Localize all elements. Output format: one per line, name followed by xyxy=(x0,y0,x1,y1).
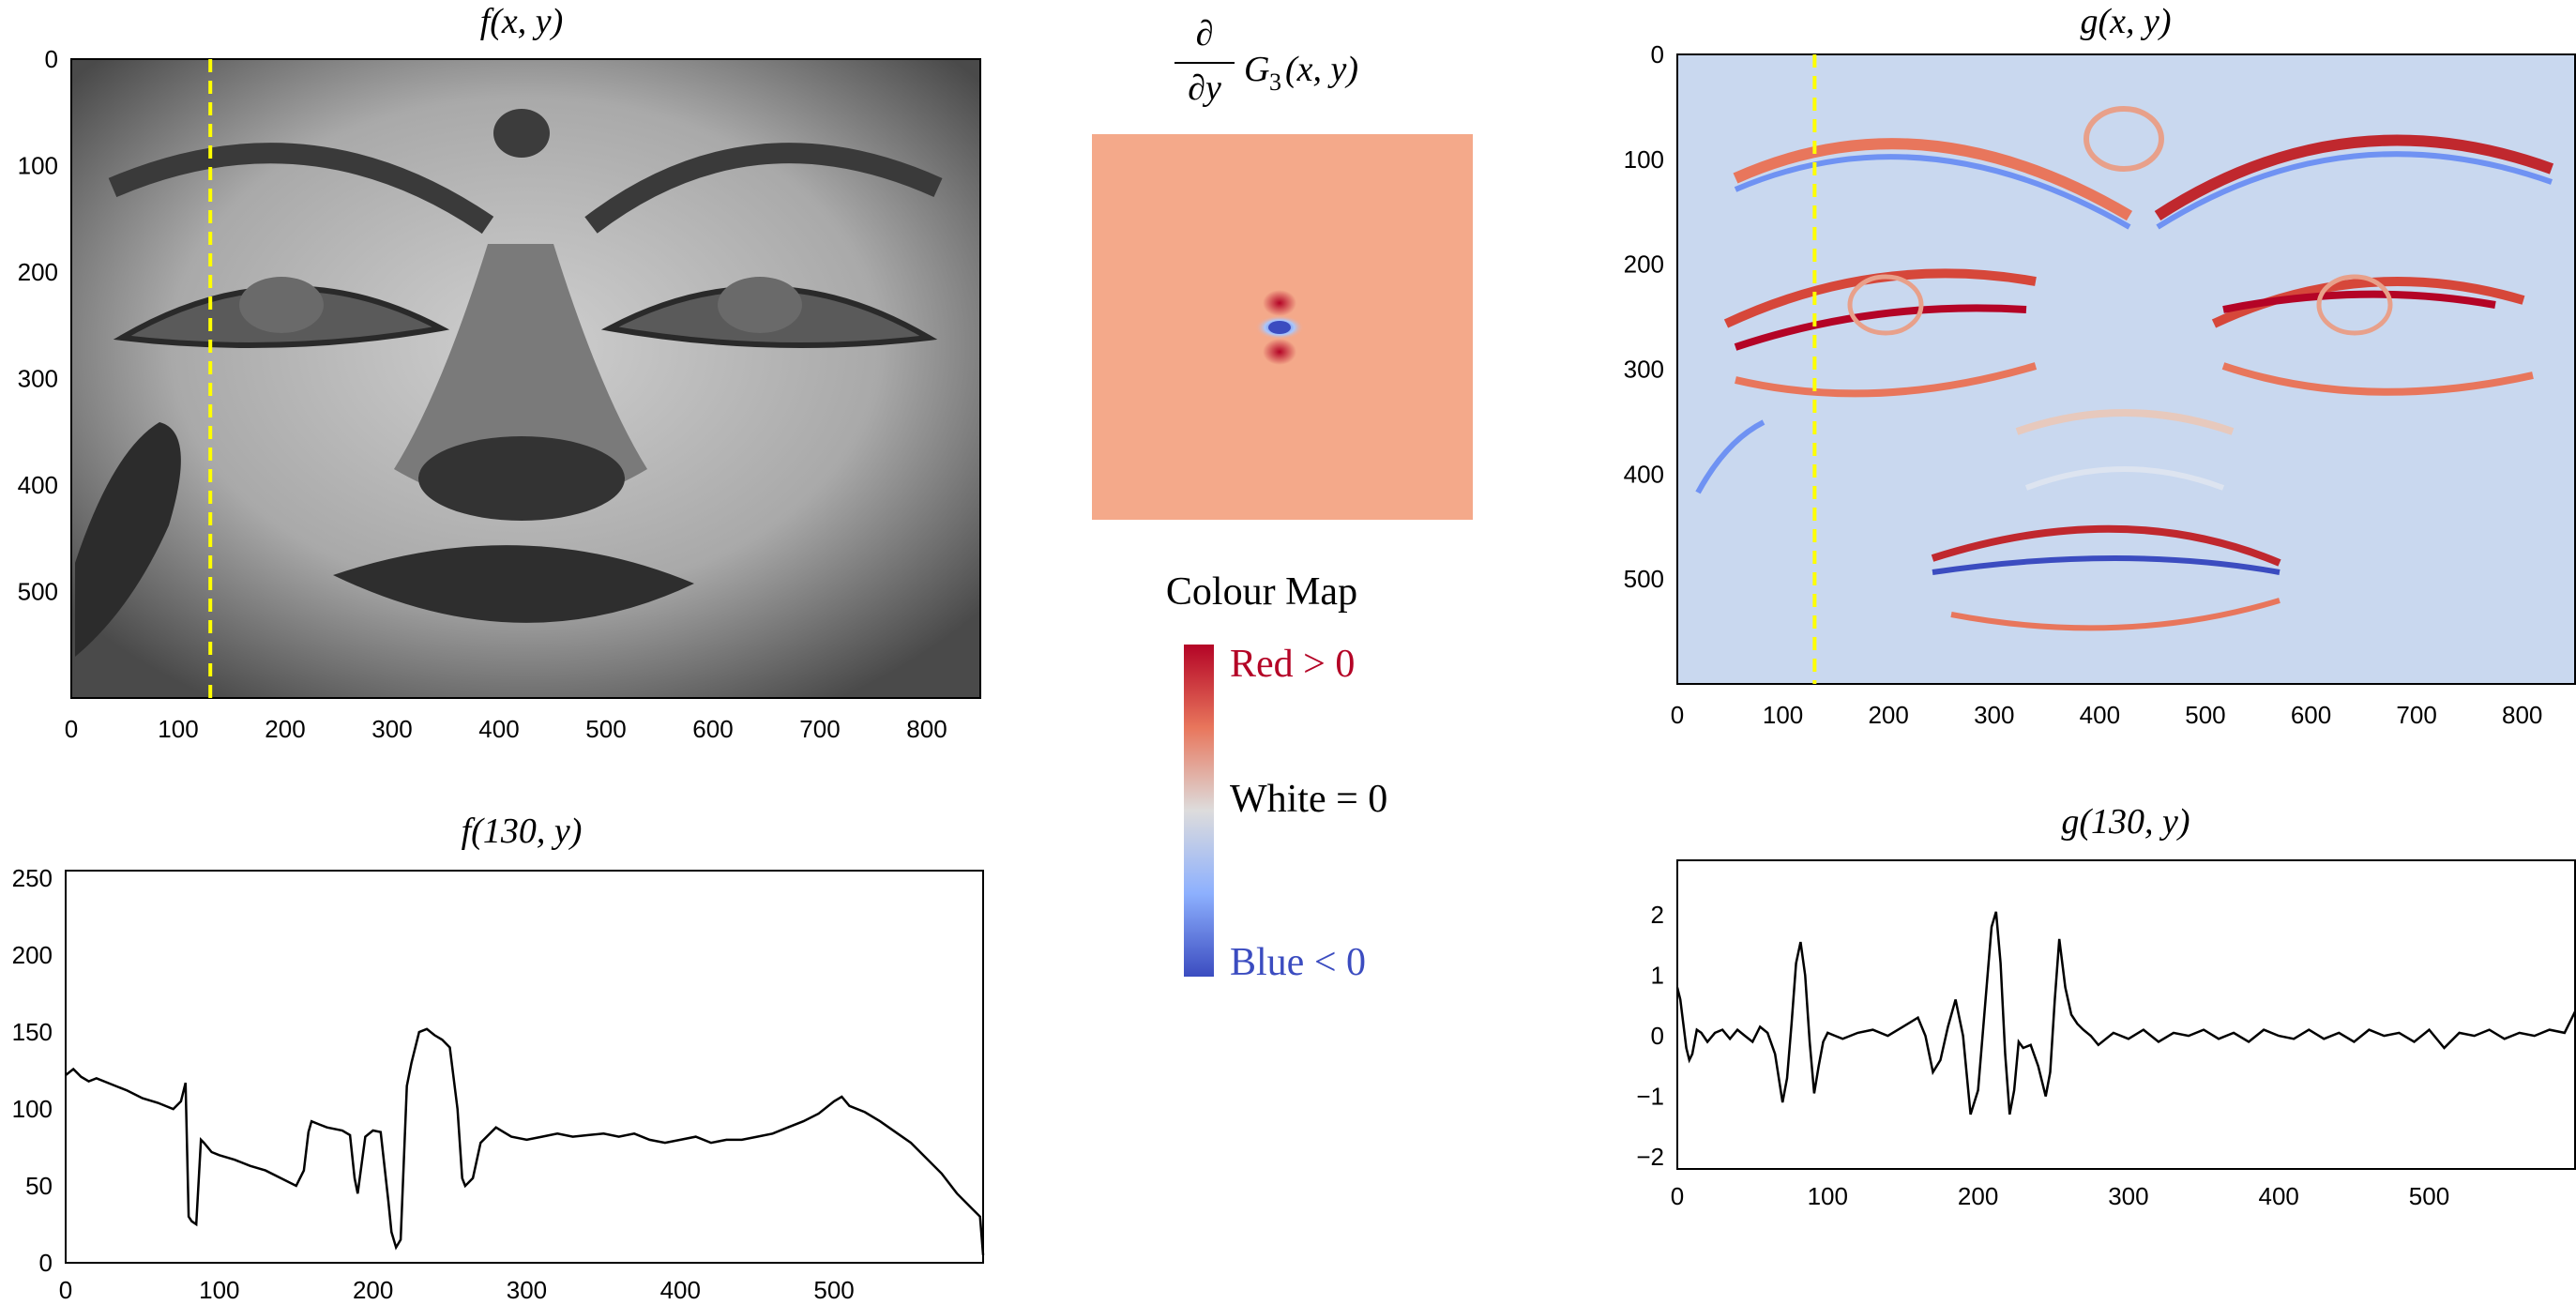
g-image-response xyxy=(1677,54,2575,684)
x-tick-label: 0 xyxy=(1671,1182,1684,1210)
x-tick-label: 500 xyxy=(813,1276,854,1304)
y-tick-label: 0 xyxy=(45,45,58,73)
x-tick-label: 400 xyxy=(2080,701,2120,729)
y-tick-label: 500 xyxy=(1624,565,1664,593)
g-profile-series-line xyxy=(1675,911,2576,1115)
x-tick-label: 0 xyxy=(1671,701,1684,729)
g-profile-title: g(130, y) xyxy=(2061,802,2190,842)
x-tick-label: 200 xyxy=(265,715,305,743)
g-image-frame xyxy=(1676,53,2576,685)
y-tick-label: 0 xyxy=(1651,1022,1664,1050)
y-tick-label: 100 xyxy=(1624,145,1664,174)
x-tick-label: 500 xyxy=(2409,1182,2449,1210)
y-tick-label: 250 xyxy=(12,864,53,892)
kernel-title-main: G xyxy=(1244,50,1269,89)
y-tick-label: 0 xyxy=(39,1249,53,1277)
f-image-axes: 0 100 200 300 400 500 600 700 800 0 100 200 300 400 50… xyxy=(18,45,947,743)
x-tick-label: 300 xyxy=(2108,1182,2148,1210)
g-image-title: g(x, y) xyxy=(2080,2,2171,41)
f-image-panel: f(x, y) 0 100 200 300 400 500 600 700 800 0 100 200… xyxy=(18,2,981,743)
y-tick-label: 1 xyxy=(1651,962,1664,990)
colour-map-red-label: Red > 0 xyxy=(1230,643,1355,686)
x-tick-label: 500 xyxy=(2185,701,2225,729)
f-profile-series-line xyxy=(65,1027,985,1255)
x-tick-label: 200 xyxy=(353,1276,393,1304)
y-tick-label: 150 xyxy=(12,1018,53,1046)
x-tick-label: 500 xyxy=(585,715,626,743)
kernel-lobe-bottom xyxy=(1263,339,1296,365)
f-profile-title: f(130, y) xyxy=(462,812,583,851)
kernel-panel: ∂ ∂y G 3 (x, y) xyxy=(1092,14,1473,520)
x-tick-label: 0 xyxy=(65,715,78,743)
f-image-frame xyxy=(70,58,981,699)
x-tick-label: 400 xyxy=(478,715,519,743)
colour-map-zero-label: White = 0 xyxy=(1230,778,1387,821)
y-tick-label: 2 xyxy=(1651,901,1664,929)
x-tick-label: 300 xyxy=(1974,701,2014,729)
x-tick-label: 600 xyxy=(2291,701,2331,729)
g-image-axes: 0 100 200 300 400 500 600 700 800 0 100 200 300 400 50… xyxy=(1624,40,2543,729)
y-tick-label: 200 xyxy=(1624,250,1664,279)
kernel-title: ∂ ∂y G 3 (x, y) xyxy=(1174,14,1358,108)
x-tick-label: 300 xyxy=(371,715,412,743)
f-profile-frame xyxy=(65,870,984,1264)
y-tick-label: −2 xyxy=(1636,1143,1664,1171)
x-tick-label: 700 xyxy=(799,715,840,743)
x-tick-label: 600 xyxy=(692,715,733,743)
x-tick-label: 700 xyxy=(2396,701,2436,729)
f-image-title: f(x, y) xyxy=(480,2,564,41)
x-tick-label: 400 xyxy=(2259,1182,2299,1210)
y-tick-label: 300 xyxy=(1624,356,1664,384)
g-profile-frame xyxy=(1676,859,2576,1170)
colour-map-legend: Colour Map Red > 0 White = 0 Blue < 0 xyxy=(1166,570,1387,984)
y-tick-label: −1 xyxy=(1636,1083,1664,1111)
colour-map-blue-label: Blue < 0 xyxy=(1230,941,1366,984)
x-tick-label: 0 xyxy=(59,1276,72,1304)
f-profile-panel: f(130, y) 0 100 200 300 400 500 0 50 100 150 200 25… xyxy=(12,812,985,1304)
x-tick-label: 100 xyxy=(1808,1182,1848,1210)
x-tick-label: 100 xyxy=(158,715,198,743)
colour-map-bar xyxy=(1184,645,1214,977)
x-tick-label: 400 xyxy=(660,1276,701,1304)
y-tick-label: 200 xyxy=(12,941,53,969)
y-tick-label: 500 xyxy=(18,578,58,606)
y-tick-label: 50 xyxy=(25,1172,53,1200)
kernel-title-denominator: ∂y xyxy=(1188,68,1221,108)
g-profile-axes: 0 100 200 300 400 500 −2 −1 0 1 2 xyxy=(1636,901,2449,1210)
x-tick-label: 800 xyxy=(2502,701,2542,729)
x-tick-label: 100 xyxy=(1763,701,1803,729)
y-tick-label: 400 xyxy=(18,471,58,499)
kernel-title-args: (x, y) xyxy=(1285,50,1358,89)
colour-map-title: Colour Map xyxy=(1166,570,1357,614)
y-tick-label: 100 xyxy=(18,152,58,180)
x-tick-label: 200 xyxy=(1958,1182,1998,1210)
y-tick-label: 100 xyxy=(12,1095,53,1123)
y-tick-label: 400 xyxy=(1624,460,1664,488)
kernel-title-numerator: ∂ xyxy=(1196,14,1214,53)
y-tick-label: 200 xyxy=(18,258,58,286)
g-profile-panel: g(130, y) 0 100 200 300 400 500 −2 −1 0 1 2 xyxy=(1636,802,2576,1210)
kernel-lobe-top xyxy=(1263,290,1296,316)
kernel-center-core xyxy=(1268,321,1291,334)
x-tick-label: 200 xyxy=(1868,701,1908,729)
x-tick-label: 800 xyxy=(906,715,947,743)
y-tick-label: 0 xyxy=(1651,40,1664,68)
kernel-title-sub: 3 xyxy=(1269,68,1281,96)
y-tick-label: 300 xyxy=(18,365,58,393)
g-image-panel: g(x, y) xyxy=(1624,2,2576,729)
f-profile-axes: 0 100 200 300 400 500 0 50 100 150 200 250 xyxy=(12,864,855,1304)
x-tick-label: 300 xyxy=(507,1276,547,1304)
f-image-face xyxy=(71,59,980,698)
x-tick-label: 100 xyxy=(199,1276,239,1304)
